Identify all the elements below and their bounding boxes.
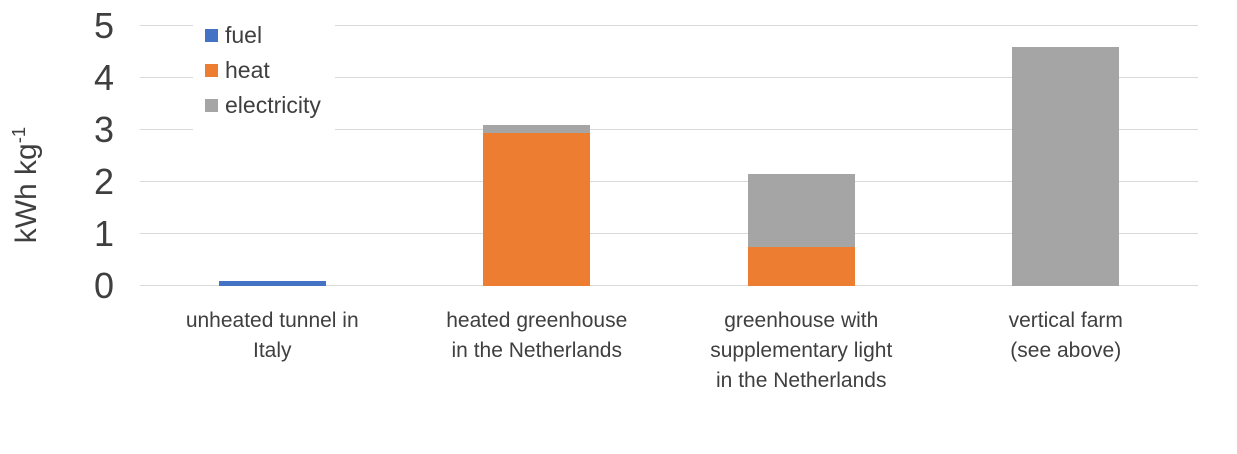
bar-2 — [483, 124, 591, 286]
bar-4 — [1012, 46, 1120, 286]
x-label-line: unheated tunnel in — [185, 309, 359, 332]
x-label-line: in the Netherlands — [451, 339, 622, 362]
fuel-swatch-icon — [205, 29, 218, 42]
x-label-line: (see above) — [1010, 339, 1122, 362]
y-tick-label-5: 5 — [93, 5, 114, 46]
legend-label-electricity: electricity — [225, 92, 321, 118]
electricity-swatch-icon — [205, 99, 218, 112]
x-label-2: heated greenhouse in the Netherlands — [405, 306, 669, 366]
x-label-line: vertical farm — [1008, 309, 1123, 332]
gridline-y-2 — [140, 181, 1198, 182]
bar-3-segment-electricity — [747, 174, 855, 247]
x-label-1: unheated tunnel in Italy — [140, 306, 404, 366]
bar-3-segment-heat — [747, 247, 855, 286]
heat-swatch-icon — [205, 64, 218, 77]
legend-label-fuel: fuel — [225, 22, 263, 48]
bar-1-segment-fuel — [218, 280, 326, 286]
bar-1 — [218, 280, 326, 286]
y-tick-label-4: 4 — [93, 57, 114, 98]
x-label-line: supplementary light — [710, 339, 893, 362]
x-label-line: heated greenhouse — [446, 309, 628, 332]
x-label-line: greenhouse with — [724, 309, 879, 332]
x-label-4: vertical farm (see above) — [934, 306, 1198, 366]
y-tick-label-0: 0 — [93, 265, 114, 306]
x-label-line: Italy — [252, 339, 292, 362]
y-axis-tick-labels: 0 1 2 3 4 5 — [0, 7, 114, 305]
legend-item-heat: heat — [205, 53, 321, 88]
y-tick-label-3: 3 — [93, 109, 114, 150]
bar-2-segment-heat — [483, 132, 591, 286]
bar-3 — [747, 174, 855, 286]
x-axis-category-labels: unheated tunnel in Italy heated greenhouse… — [140, 306, 1198, 406]
legend-item-fuel: fuel — [205, 18, 321, 53]
legend: fuel heat electricity — [193, 12, 335, 131]
legend-item-electricity: electricity — [205, 88, 321, 123]
y-tick-label-2: 2 — [93, 161, 114, 202]
bar-4-segment-electricity — [1012, 46, 1120, 286]
gridline-y-3 — [140, 129, 1198, 130]
gridline-y-4 — [140, 77, 1198, 78]
bar-2-segment-electricity — [483, 124, 591, 133]
x-label-3: greenhouse with supplementary light in the… — [669, 306, 933, 396]
y-tick-label-1: 1 — [93, 213, 114, 254]
gridline-y-1 — [140, 233, 1198, 234]
x-label-line: in the Netherlands — [716, 369, 887, 392]
plot-area — [140, 25, 1198, 286]
gridline-y-0 — [140, 285, 1198, 286]
legend-label-heat: heat — [225, 57, 270, 83]
gridline-y-5 — [140, 25, 1198, 26]
